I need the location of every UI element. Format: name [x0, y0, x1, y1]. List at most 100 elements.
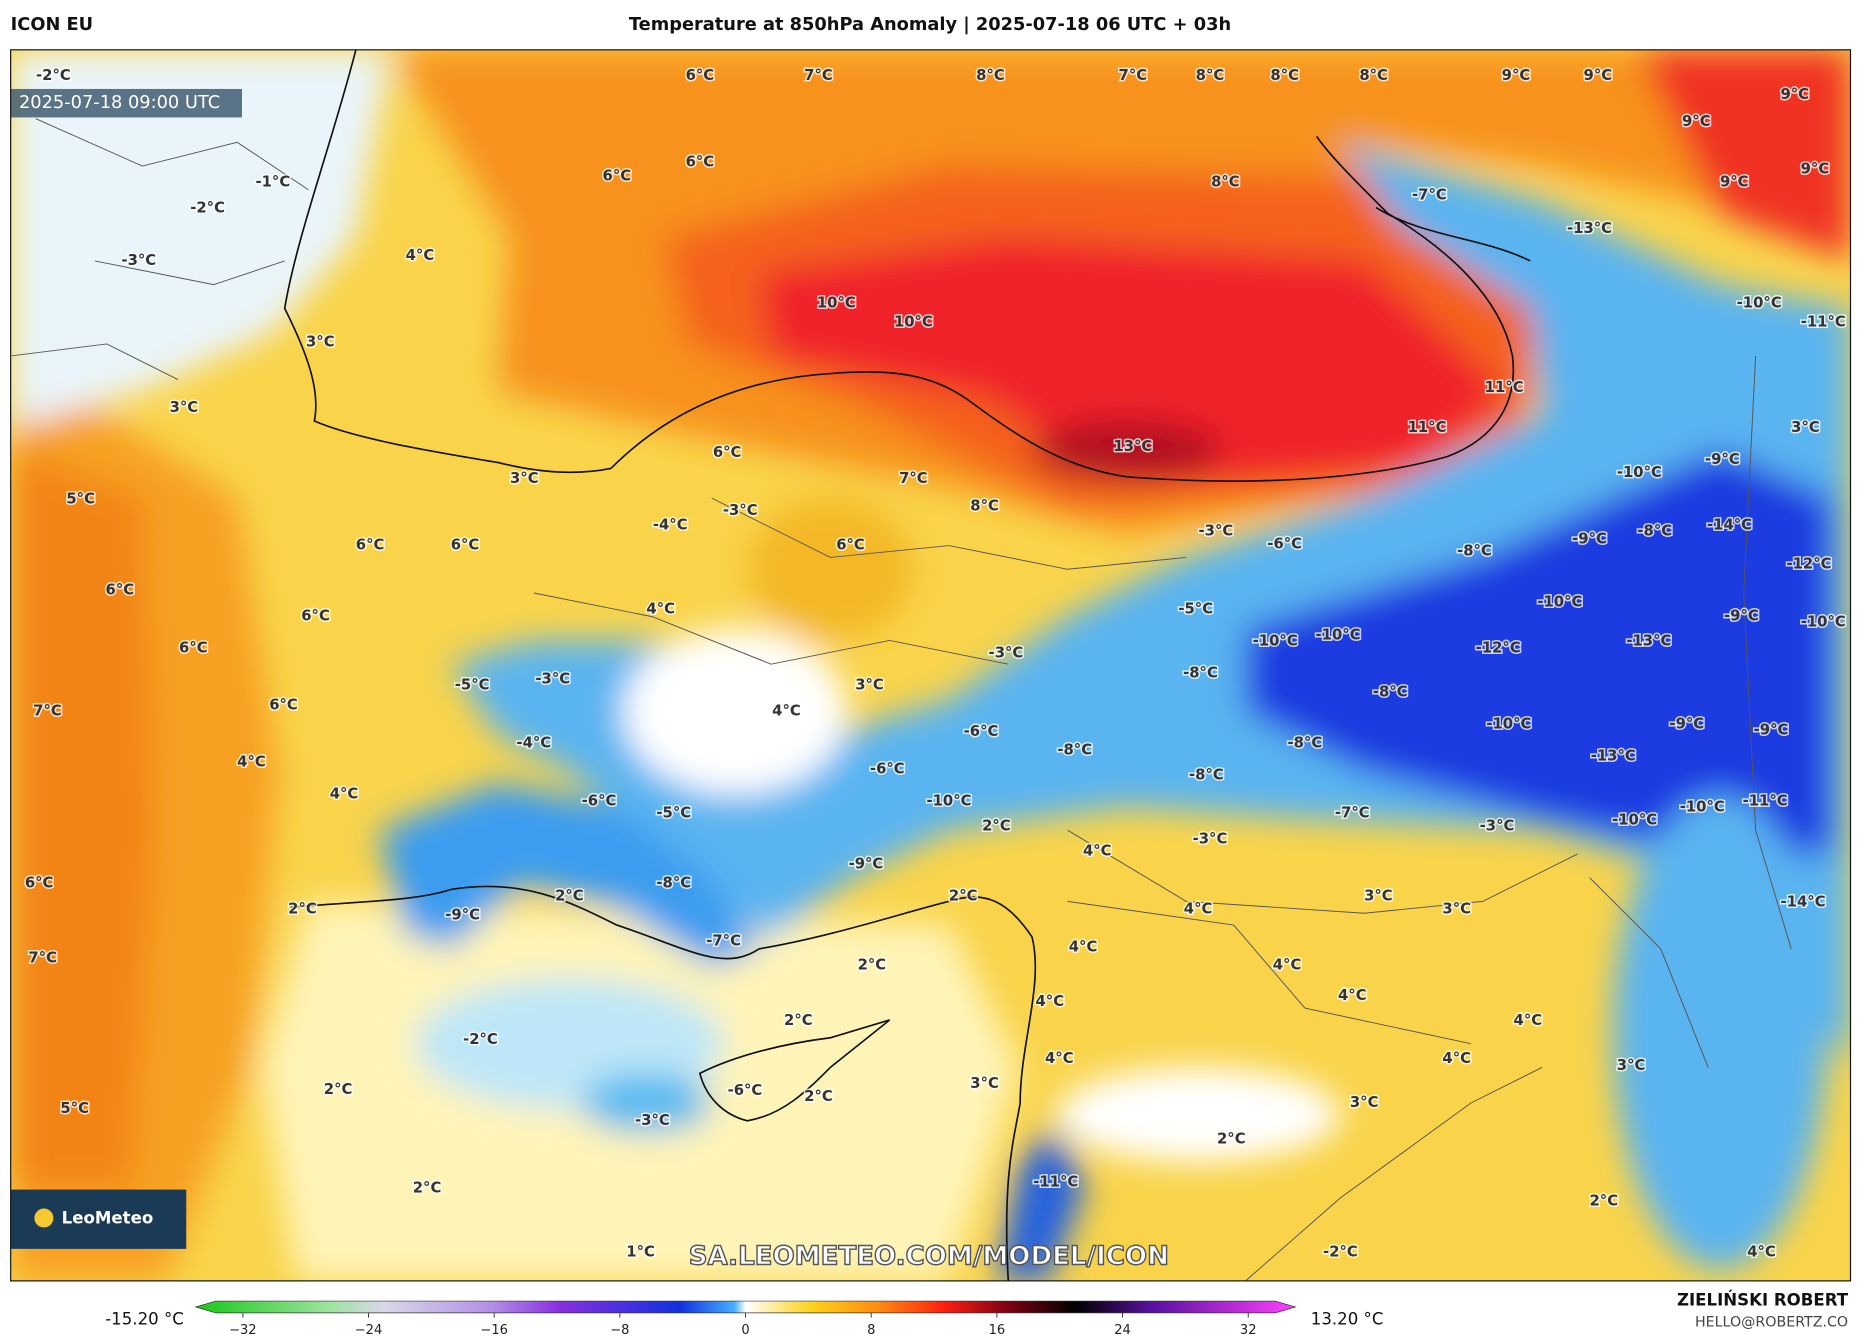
temperature-label: 2°C — [858, 956, 887, 973]
temperature-label: -3°C — [635, 1112, 670, 1129]
colorbar-tick-label: 0 — [741, 1323, 749, 1338]
temperature-label: 4°C — [237, 754, 266, 771]
temperature-label: 8°C — [1359, 67, 1388, 84]
temperature-label: 5°C — [66, 490, 95, 507]
temperature-label: -4°C — [653, 516, 688, 533]
map-title: Temperature at 850hPa Anomaly | 2025-07-… — [629, 14, 1231, 35]
map-labels: -2°C 6°C 7°C 8°C 7°C 8°C 8°C 8°C 9°C 9°C 9°C 9°C 6°C… — [23, 65, 1847, 1262]
temperature-label: -11°C — [1033, 1173, 1078, 1190]
temperature-label: 6°C — [356, 537, 385, 554]
temperature-label: 2°C — [324, 1081, 353, 1098]
temperature-label: -2°C — [190, 200, 225, 217]
temperature-label: 4°C — [406, 247, 435, 264]
temperature-label: -4°C — [516, 735, 551, 752]
temperature-label: -5°C — [656, 805, 691, 822]
temperature-label: 3°C — [1350, 1094, 1379, 1111]
temperature-label: 13°C — [1113, 438, 1152, 455]
temperature-label: 6°C — [686, 153, 715, 170]
temperature-label: -11°C — [1743, 793, 1788, 810]
temperature-label: 8°C — [1270, 67, 1299, 84]
temperature-label: 6°C — [603, 168, 632, 185]
temperature-label: -6°C — [1267, 535, 1302, 552]
temperature-label: -3°C — [535, 671, 570, 688]
colorbar-tick-label: 24 — [1114, 1323, 1131, 1338]
colorbar-tick-label: −16 — [480, 1323, 508, 1338]
temperature-label: -10°C — [1537, 593, 1582, 610]
temperature-label: 8°C — [970, 497, 999, 514]
temperature-label: -6°C — [964, 723, 999, 740]
temperature-label: -12°C — [1476, 640, 1521, 657]
temperature-label: 2°C — [982, 818, 1011, 835]
temperature-label: -11°C — [1801, 314, 1846, 331]
logo-text: LeoMeteo — [62, 1209, 154, 1228]
temperature-label: 4°C — [330, 786, 359, 803]
temperature-label: 3°C — [855, 677, 884, 694]
temperature-label: 1°C — [626, 1243, 655, 1260]
temperature-label: 7°C — [804, 67, 833, 84]
logo-sun — [34, 1208, 54, 1228]
temperature-label: -10°C — [1801, 614, 1846, 631]
temperature-label: -10°C — [1737, 295, 1782, 312]
temperature-label: 4°C — [1045, 1050, 1074, 1067]
temperature-label: -3°C — [1199, 522, 1234, 539]
colorbar-tick-label: −32 — [229, 1323, 257, 1338]
temperature-label: -9°C — [1754, 722, 1789, 739]
temperature-label: -9°C — [1705, 451, 1740, 468]
temperature-label: 9°C — [1801, 161, 1830, 178]
temperature-label: 2°C — [1589, 1192, 1618, 1209]
temperature-label: -2°C — [1323, 1243, 1358, 1260]
temperature-label: 2°C — [784, 1012, 813, 1029]
temperature-label: -9°C — [445, 907, 480, 924]
temperature-label: 7°C — [33, 703, 62, 720]
temperature-label: 4°C — [1083, 843, 1112, 860]
temperature-label: -9°C — [1572, 531, 1607, 548]
watermark: SA.LEOMETEO.COM/MODEL/ICON — [689, 1242, 1169, 1272]
temperature-label: 6°C — [836, 537, 865, 554]
temperature-label: -12°C — [1786, 556, 1831, 573]
temperature-label: -8°C — [1057, 742, 1092, 759]
colorbar-ramp — [194, 1300, 1297, 1314]
temperature-label: 5°C — [60, 1100, 89, 1117]
temperature-label: -5°C — [1178, 601, 1213, 618]
temperature-label: 2°C — [949, 888, 978, 905]
timestamp: 2025-07-18 09:00 UTC — [19, 92, 220, 113]
temperature-label: -13°C — [1567, 220, 1612, 237]
temperature-label: 2°C — [804, 1088, 833, 1105]
temperature-label: 4°C — [1069, 939, 1098, 956]
temperature-label: -8°C — [1189, 767, 1224, 784]
timestamp-box — [10, 88, 242, 118]
temperature-label: -6°C — [728, 1082, 763, 1099]
map: -2°C 6°C 7°C 8°C 7°C 8°C 8°C 8°C 9°C 9°C 9°C 9°C 6°C… — [10, 49, 1851, 1281]
temperature-label: -5°C — [455, 677, 490, 694]
temperature-label: 9°C — [1720, 174, 1749, 191]
temperature-label: 6°C — [451, 537, 480, 554]
temperature-label: 4°C — [772, 703, 801, 720]
temperature-label: 4°C — [1747, 1243, 1776, 1260]
temperature-label: 3°C — [1791, 419, 1820, 436]
colorbar-tick-label: 8 — [867, 1323, 875, 1338]
temperature-label: -3°C — [723, 502, 758, 519]
temperature-label: -3°C — [1480, 818, 1515, 835]
temperature-label: -9°C — [1724, 608, 1759, 625]
temperature-label: 4°C — [1338, 987, 1367, 1004]
map-frame — [10, 49, 1852, 1282]
contact: HELLO@ROBERTZ.CO — [1695, 1314, 1848, 1330]
temperature-label: 6°C — [25, 875, 54, 892]
temperature-label: 3°C — [1442, 901, 1471, 918]
temperature-label: 9°C — [1584, 67, 1613, 84]
temperature-label: -9°C — [1669, 716, 1704, 733]
temperature-label: -1°C — [255, 174, 290, 191]
temperature-label: -14°C — [1781, 894, 1826, 911]
temperature-label: -13°C — [1591, 748, 1636, 765]
temperature-label: 10°C — [817, 295, 856, 312]
temperature-label: 6°C — [686, 67, 715, 84]
temperature-label: 7°C — [899, 470, 928, 487]
temperature-label: -8°C — [1457, 542, 1492, 559]
temperature-label: 3°C — [510, 470, 539, 487]
temperature-label: -13°C — [1626, 633, 1671, 650]
author: ZIELIŃSKI ROBERT — [1677, 1291, 1849, 1310]
temperature-label: -8°C — [1637, 522, 1672, 539]
temperature-label: 6°C — [269, 697, 298, 714]
temperature-label: 11°C — [1485, 379, 1524, 396]
